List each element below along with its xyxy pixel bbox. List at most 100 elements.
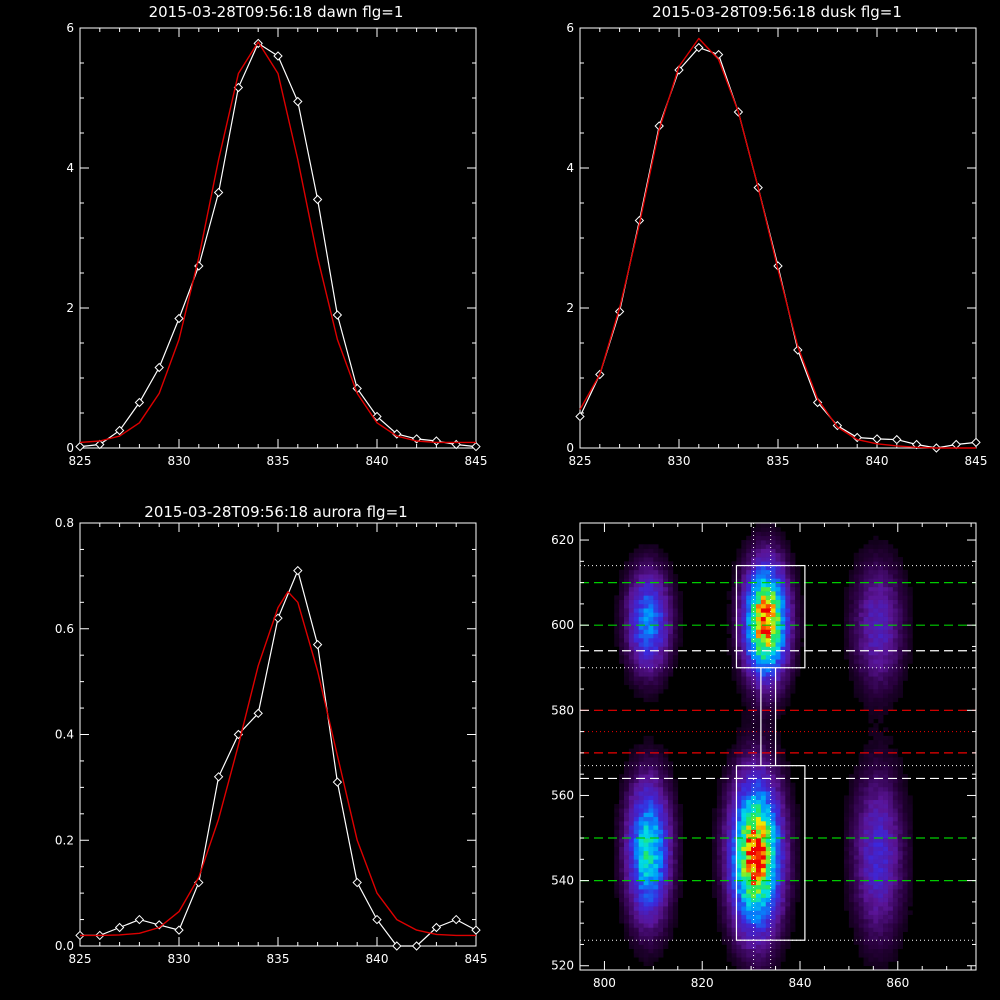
heatmap-cell xyxy=(624,808,630,813)
heatmap-cell xyxy=(731,808,737,813)
heatmap-cell xyxy=(726,774,732,779)
heatmap-cell xyxy=(868,565,874,571)
heatmap-cell xyxy=(668,667,674,673)
heatmap-cell xyxy=(663,906,669,911)
heatmap-cell xyxy=(897,846,903,852)
heatmap-cell xyxy=(746,765,752,771)
heatmap-cell xyxy=(868,718,874,724)
heatmap-cell xyxy=(658,914,664,920)
heatmap-cell xyxy=(770,833,776,839)
heatmap-cell xyxy=(770,799,776,805)
heatmap-cell xyxy=(653,642,659,647)
heatmap-cell xyxy=(907,650,913,656)
heatmap-cell xyxy=(883,663,889,669)
heatmap-cell xyxy=(633,803,639,809)
heatmap-cell xyxy=(726,914,732,920)
heatmap-cell xyxy=(888,548,894,554)
heatmap-cell xyxy=(633,744,639,749)
heatmap-cell xyxy=(848,884,855,890)
heatmap-cell xyxy=(878,774,884,779)
heatmap-cell xyxy=(658,752,664,758)
heatmap-cell xyxy=(726,850,732,856)
heatmap-cell xyxy=(731,927,737,932)
heatmap-cell xyxy=(785,855,791,860)
heatmap-cell xyxy=(648,595,654,600)
heatmap-cell xyxy=(775,689,781,694)
heatmap-cell xyxy=(897,918,903,924)
heatmap-cell xyxy=(848,625,855,630)
heatmap-cell xyxy=(790,642,796,647)
heatmap-cell xyxy=(653,676,659,681)
heatmap-cell xyxy=(878,765,884,771)
heatmap-cell xyxy=(619,616,625,622)
heatmap-cell xyxy=(780,791,786,796)
heatmap-cell xyxy=(907,629,913,634)
heatmap-cell xyxy=(760,846,767,852)
heatmap-cell xyxy=(653,684,659,690)
heatmap-cell xyxy=(760,650,767,656)
dawn-plot-marks xyxy=(75,38,481,452)
heatmap-cell xyxy=(795,629,801,634)
heatmap-cell xyxy=(790,867,796,873)
heatmap-cell xyxy=(902,927,908,932)
heatmap-cell xyxy=(780,748,786,754)
heatmap-cell xyxy=(658,689,664,694)
heatmap-cell xyxy=(624,769,630,775)
heatmap-cell xyxy=(756,855,762,860)
heatmap-cell xyxy=(785,569,791,575)
heatmap-cell xyxy=(785,548,791,554)
data-point-diamond xyxy=(392,941,402,951)
heatmap-cell xyxy=(775,629,781,634)
heatmap-cell xyxy=(756,765,762,771)
heatmap-cell xyxy=(663,663,669,669)
heatmap-cell xyxy=(668,650,674,656)
data-point-diamond xyxy=(471,925,481,935)
heatmap-cell xyxy=(677,876,683,881)
heatmap-cell xyxy=(756,829,762,835)
heatmap-cell xyxy=(741,731,747,737)
heatmap-cell xyxy=(751,650,757,656)
heatmap-cell xyxy=(648,948,654,954)
heatmap-cell xyxy=(643,948,649,954)
heatmap-cell xyxy=(790,846,796,852)
heatmap-cell xyxy=(775,829,781,835)
heatmap-cell xyxy=(663,880,669,886)
heatmap-cell xyxy=(780,693,786,698)
heatmap-cell xyxy=(628,876,635,881)
heatmap-cell xyxy=(624,625,630,630)
heatmap-cell xyxy=(883,876,889,881)
heatmap-cell xyxy=(897,689,903,694)
heatmap-cell xyxy=(873,803,879,809)
heatmap-cell xyxy=(624,923,630,928)
heatmap-cell xyxy=(712,859,718,864)
heatmap-cell xyxy=(672,812,679,818)
heatmap-cell xyxy=(775,620,781,626)
heatmap-cell xyxy=(863,569,869,575)
heatmap-cell xyxy=(653,799,659,805)
heatmap-cell xyxy=(624,591,630,596)
heatmap-cell xyxy=(785,620,791,626)
heatmap-cell xyxy=(765,718,771,724)
heatmap-cell xyxy=(633,667,639,673)
heatmap-cell xyxy=(731,748,737,754)
heatmap-cell xyxy=(633,918,639,924)
heatmap-cell xyxy=(668,595,674,600)
heatmap-cell xyxy=(638,574,644,579)
heatmap-cell xyxy=(780,859,786,864)
heatmap-cell xyxy=(765,659,771,664)
heatmap-cell xyxy=(765,595,771,600)
heatmap-cell xyxy=(624,582,630,588)
heatmap-cell xyxy=(741,629,747,634)
heatmap-cell xyxy=(897,816,903,822)
heatmap-cell xyxy=(638,654,644,660)
heatmap-cell xyxy=(883,948,889,954)
heatmap-cell xyxy=(624,935,630,941)
heatmap-cell xyxy=(775,527,781,532)
heatmap-cell xyxy=(853,552,859,558)
heatmap-cell xyxy=(648,625,654,630)
heatmap-cell xyxy=(770,927,776,932)
heatmap-cell xyxy=(648,850,654,856)
heatmap-cell xyxy=(780,535,786,541)
heatmap-cell xyxy=(902,850,908,856)
heatmap-cell xyxy=(643,748,649,754)
